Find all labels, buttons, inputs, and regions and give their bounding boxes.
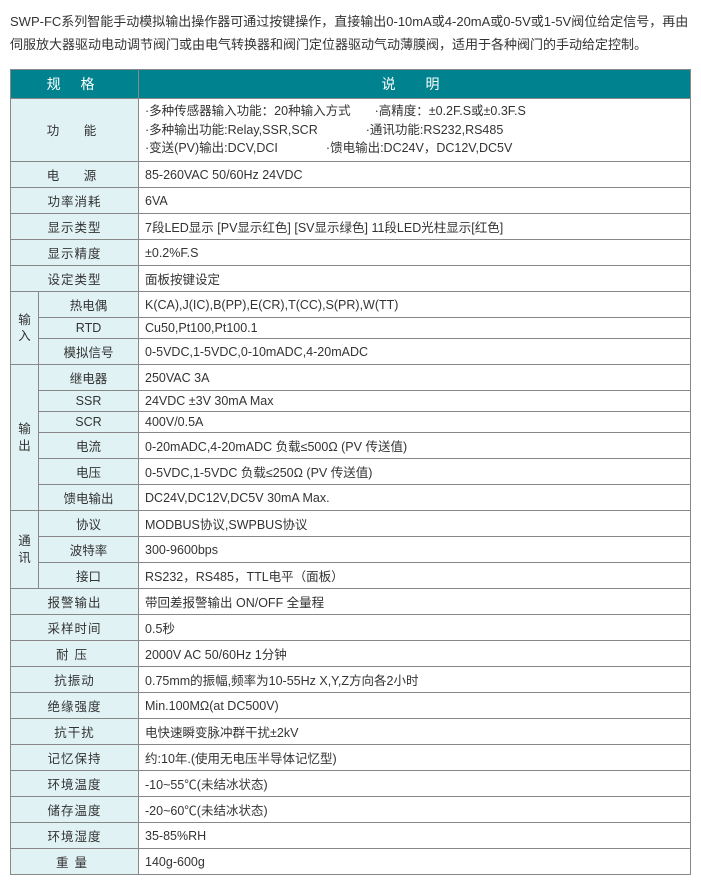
label-function: 功 能: [11, 98, 139, 161]
val-in-rtd: Cu50,Pt100,Pt100.1: [139, 318, 691, 339]
val-com-bau: 300-9600bps: [139, 537, 691, 563]
label-com-if: 接口: [39, 563, 139, 589]
val-noi: 电快速瞬变脉冲群干扰±2kV: [139, 719, 691, 745]
val-pcons: 6VA: [139, 188, 691, 214]
label-out-vol: 电压: [39, 459, 139, 485]
label-out-ssr: SSR: [39, 391, 139, 412]
label-in-tc: 热电偶: [39, 292, 139, 318]
val-power: 85-260VAC 50/60Hz 24VDC: [139, 162, 691, 188]
val-out-rel: 250VAC 3A: [139, 365, 691, 391]
label-hum: 环境湿度: [11, 823, 139, 849]
val-in-ana: 0-5VDC,1-5VDC,0-10mADC,4-20mADC: [139, 339, 691, 365]
label-out-rel: 继电器: [39, 365, 139, 391]
val-mem: 约:10年.(使用无电压半导体记忆型): [139, 745, 691, 771]
val-dacc: ±0.2%F.S: [139, 240, 691, 266]
header-desc: 说 明: [139, 69, 691, 98]
label-pcons: 功率消耗: [11, 188, 139, 214]
label-out-fed: 馈电输出: [39, 485, 139, 511]
label-in-ana: 模拟信号: [39, 339, 139, 365]
val-sett: 面板按键设定: [139, 266, 691, 292]
intro-text: SWP-FC系列智能手动模拟输出操作器可通过按键操作，直接输出0-10mA或4-…: [10, 10, 691, 57]
label-env: 环境温度: [11, 771, 139, 797]
val-out-fed: DC24V,DC12V,DC5V 30mA Max.: [139, 485, 691, 511]
label-mem: 记忆保持: [11, 745, 139, 771]
label-comm-group: 通讯: [11, 511, 39, 589]
val-in-tc: K(CA),J(IC),B(PP),E(CR),T(CC),S(PR),W(TT…: [139, 292, 691, 318]
row-function: 功 能 ·多种传感器输入功能：20种输入方式·高精度：±0.2F.S或±0.3F…: [11, 98, 691, 161]
label-dacc: 显示精度: [11, 240, 139, 266]
label-input-group: 输入: [11, 292, 39, 365]
val-wt: 140g-600g: [139, 849, 691, 875]
val-function: ·多种传感器输入功能：20种输入方式·高精度：±0.2F.S或±0.3F.S ·…: [139, 98, 691, 161]
label-power: 电 源: [11, 162, 139, 188]
val-ins: Min.100MΩ(at DC500V): [139, 693, 691, 719]
val-com-if: RS232，RS485，TTL电平（面板）: [139, 563, 691, 589]
label-noi: 抗干扰: [11, 719, 139, 745]
label-out-scr: SCR: [39, 412, 139, 433]
header-spec: 规 格: [11, 69, 139, 98]
label-out-cur: 电流: [39, 433, 139, 459]
label-alarm: 报警输出: [11, 589, 139, 615]
val-com-pro: MODBUS协议,SWPBUS协议: [139, 511, 691, 537]
val-out-ssr: 24VDC ±3V 30mA Max: [139, 391, 691, 412]
val-vib: 0.75mm的振幅,频率为10-55Hz X,Y,Z方向各2小时: [139, 667, 691, 693]
label-com-pro: 协议: [39, 511, 139, 537]
val-sto: -20~60℃(未结冰状态): [139, 797, 691, 823]
label-samp: 采样时间: [11, 615, 139, 641]
val-out-cur: 0-20mADC,4-20mADC 负载≤500Ω (PV 传送值): [139, 433, 691, 459]
label-in-rtd: RTD: [39, 318, 139, 339]
spec-table: 规 格 说 明 功 能 ·多种传感器输入功能：20种输入方式·高精度：±0.2F…: [10, 69, 691, 875]
label-with: 耐压: [11, 641, 139, 667]
val-env: -10~55℃(未结冰状态): [139, 771, 691, 797]
label-sto: 储存温度: [11, 797, 139, 823]
val-out-vol: 0-5VDC,1-5VDC 负载≤250Ω (PV 传送值): [139, 459, 691, 485]
val-out-scr: 400V/0.5A: [139, 412, 691, 433]
label-vib: 抗振动: [11, 667, 139, 693]
label-ins: 绝缘强度: [11, 693, 139, 719]
label-com-bau: 波特率: [39, 537, 139, 563]
table-header-row: 规 格 说 明: [11, 69, 691, 98]
label-wt: 重量: [11, 849, 139, 875]
label-sett: 设定类型: [11, 266, 139, 292]
val-with: 2000V AC 50/60Hz 1分钟: [139, 641, 691, 667]
label-disp: 显示类型: [11, 214, 139, 240]
label-output-group: 输出: [11, 365, 39, 511]
val-samp: 0.5秒: [139, 615, 691, 641]
val-disp: 7段LED显示 [PV显示红色] [SV显示绿色] 11段LED光柱显示[红色]: [139, 214, 691, 240]
val-alarm: 带回差报警输出 ON/OFF 全量程: [139, 589, 691, 615]
val-hum: 35-85%RH: [139, 823, 691, 849]
